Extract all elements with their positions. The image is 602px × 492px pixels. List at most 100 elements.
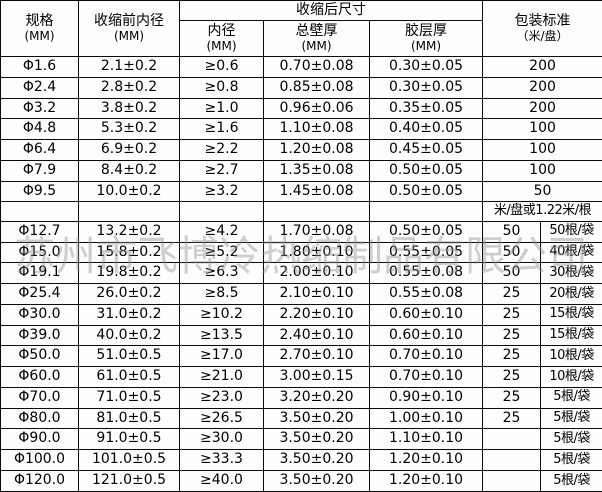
packaging-bag-cell: 5根/袋 xyxy=(540,428,602,451)
header-packaging-unit: （米/盘） xyxy=(516,28,569,43)
inner-diameter-cell: ≥3.2 xyxy=(179,180,264,203)
wall-thickness-cell xyxy=(263,201,370,222)
spec-cell: Φ1.6 xyxy=(0,56,79,78)
packaging-bag-cell: 15根/袋 xyxy=(540,303,602,326)
pre-shrink-diameter-cell: 81.0±0.5 xyxy=(78,407,180,430)
table-row: Φ3.2 3.8±0.2 ≥1.0 0.96±0.06 0.35±0.05 200 xyxy=(0,97,602,120)
table-row: Φ80.0 81.0±0.5 ≥26.5 3.50±0.20 1.00±0.10 25 5根… xyxy=(0,407,602,430)
packaging-cell: 200 xyxy=(482,97,602,120)
header-adhesive-layer: 胶层厚 (MM) xyxy=(368,20,484,57)
spec-cell: Φ7.9 xyxy=(0,159,79,182)
header-packaging: 包装标准 （米/盘） xyxy=(482,0,602,57)
packaging-qty-cell xyxy=(482,428,542,451)
header-packaging-title: 包装标准 xyxy=(514,12,571,29)
inner-diameter-cell: ≥0.8 xyxy=(179,76,264,99)
pre-shrink-diameter-cell: 3.8±0.2 xyxy=(78,97,180,120)
table-row: Φ120.0 121.0±0.5 ≥40.0 3.50±0.20 1.20±0.10 5根… xyxy=(0,469,602,492)
packaging-qty-cell: 25 xyxy=(482,366,542,388)
wall-thickness-cell: 3.50±0.20 xyxy=(263,469,370,492)
adhesive-thickness-cell: 0.35±0.05 xyxy=(368,97,484,120)
header-row-2: 内径 (MM) 总壁厚 (MM) 胶层厚 (MM) xyxy=(1,20,602,57)
spec-cell: Φ9.5 xyxy=(0,180,79,203)
packaging-qty-cell: 25 xyxy=(482,386,542,409)
inner-diameter-cell: ≥26.5 xyxy=(179,407,264,430)
packaging-bag-cell: 5根/袋 xyxy=(540,449,602,471)
table-row: Φ70.0 71.0±0.5 ≥23.0 3.20±0.20 0.90±0.10 25 5根… xyxy=(0,386,602,409)
inner-diameter-cell: ≥17.0 xyxy=(179,345,264,368)
packaging-qty-cell: 50 xyxy=(482,220,542,243)
packaging-cell: 200 xyxy=(482,76,602,99)
inner-diameter-cell: ≥1.6 xyxy=(179,118,264,141)
pre-shrink-diameter-cell: 40.0±0.2 xyxy=(78,324,180,347)
wall-thickness-cell: 3.20±0.20 xyxy=(263,386,370,409)
table-row: 米/盘或1.22米/根 xyxy=(0,201,602,222)
inner-diameter-cell: ≥8.5 xyxy=(179,283,264,305)
packaging-bag-cell: 40根/袋 xyxy=(540,241,602,264)
pre-shrink-diameter-cell: 2.8±0.2 xyxy=(78,76,180,99)
spec-cell: Φ80.0 xyxy=(0,407,79,430)
wall-thickness-cell: 2.40±0.10 xyxy=(263,324,370,347)
header-pre-shrink-unit: (MM) xyxy=(113,28,145,43)
adhesive-thickness-cell: 0.70±0.10 xyxy=(368,345,484,368)
wall-thickness-cell: 2.00±0.10 xyxy=(263,262,370,285)
spec-cell: Φ100.0 xyxy=(0,449,79,471)
wall-thickness-cell: 1.20±0.08 xyxy=(263,139,370,161)
pre-shrink-diameter-cell: 91.0±0.5 xyxy=(78,428,180,451)
packaging-bag-cell: 5根/袋 xyxy=(540,386,602,409)
wall-thickness-cell: 3.50±0.20 xyxy=(263,407,370,430)
table-row: Φ2.4 2.8±0.2 ≥0.8 0.85±0.08 0.30±0.05 200 xyxy=(0,76,602,99)
adhesive-thickness-cell: 0.30±0.05 xyxy=(368,76,484,99)
table-row: Φ25.4 26.0±0.2 ≥8.5 2.10±0.10 0.55±0.08 25 20根… xyxy=(0,283,602,305)
adhesive-thickness-cell: 0.55±0.08 xyxy=(368,262,484,285)
spec-cell: Φ3.2 xyxy=(0,97,79,120)
packaging-cell: 100 xyxy=(482,159,602,182)
packaging-bag-cell: 10根/袋 xyxy=(540,366,602,388)
adhesive-thickness-cell: 0.50±0.05 xyxy=(368,220,484,243)
header-inner-diameter: 内径 (MM) xyxy=(179,20,264,57)
spec-cell: Φ120.0 xyxy=(0,469,79,492)
packaging-qty-cell: 25 xyxy=(482,407,542,430)
adhesive-thickness-cell: 1.00±0.10 xyxy=(368,407,484,430)
packaging-bag-cell: 10根/袋 xyxy=(540,345,602,368)
spec-cell: Φ15.0 xyxy=(0,241,79,264)
table-row: Φ12.7 13.2±0.2 ≥4.2 1.70±0.08 0.50±0.05 50 50根… xyxy=(0,220,602,243)
wall-thickness-cell: 0.96±0.06 xyxy=(263,97,370,120)
adhesive-thickness-cell: 0.30±0.05 xyxy=(368,56,484,78)
spec-cell: Φ30.0 xyxy=(0,303,79,326)
packaging-qty-cell: 50 xyxy=(482,262,542,285)
inner-diameter-cell xyxy=(179,201,264,222)
adhesive-thickness-cell: 0.40±0.05 xyxy=(368,118,484,141)
header-adhesive-layer-unit: (MM) xyxy=(410,38,442,53)
header-spec-title: 规格 xyxy=(25,12,54,29)
packaging-qty-cell xyxy=(482,449,542,471)
header-adhesive-layer-title: 胶层厚 xyxy=(405,22,448,39)
packaging-qty-cell: 25 xyxy=(482,324,542,347)
header-row-1: 规格 (MM) 收缩前内径 (MM) 收缩后尺寸 包装标准 （米/盘） xyxy=(0,0,602,57)
wall-thickness-cell: 3.50±0.20 xyxy=(263,449,370,471)
table-row: Φ50.0 51.0±0.5 ≥17.0 2.70±0.10 0.70±0.10 25 10… xyxy=(0,345,602,368)
packaging-bag-cell: 30根/袋 xyxy=(540,262,602,285)
header-post-shrink-group: 收缩后尺寸 xyxy=(178,0,484,21)
inner-diameter-cell: ≥6.3 xyxy=(179,262,264,285)
pre-shrink-diameter-cell: 71.0±0.5 xyxy=(78,386,180,409)
wall-thickness-cell: 2.70±0.10 xyxy=(263,345,370,368)
pre-shrink-diameter-cell: 19.8±0.2 xyxy=(78,262,180,285)
packaging-bag-cell: 20根/袋 xyxy=(540,283,602,305)
spec-cell: Φ70.0 xyxy=(0,386,79,409)
pre-shrink-diameter-cell: 5.3±0.2 xyxy=(78,118,180,141)
wall-thickness-cell: 1.70±0.08 xyxy=(263,220,370,243)
wall-thickness-cell: 1.35±0.08 xyxy=(263,159,370,182)
table-row: Φ15.0 15.8±0.2 ≥5.2 1.80±0.10 0.55±0.05 50 40根… xyxy=(0,241,602,264)
inner-diameter-cell: ≥4.2 xyxy=(179,220,264,243)
table-row: Φ4.8 5.3±0.2 ≥1.6 1.10±0.08 0.40±0.05 100 xyxy=(0,118,602,141)
spec-cell: Φ12.7 xyxy=(0,220,79,243)
packaging-bag-cell: 50根/袋 xyxy=(540,220,602,243)
inner-diameter-cell: ≥23.0 xyxy=(179,386,264,409)
packaging-cell: 100 xyxy=(482,118,602,141)
spec-cell xyxy=(0,201,79,222)
pre-shrink-diameter-cell: 101.0±0.5 xyxy=(78,449,180,471)
adhesive-thickness-cell: 1.20±0.10 xyxy=(368,469,484,492)
pre-shrink-diameter-cell: 26.0±0.2 xyxy=(78,283,180,305)
spec-cell: Φ50.0 xyxy=(0,345,79,368)
